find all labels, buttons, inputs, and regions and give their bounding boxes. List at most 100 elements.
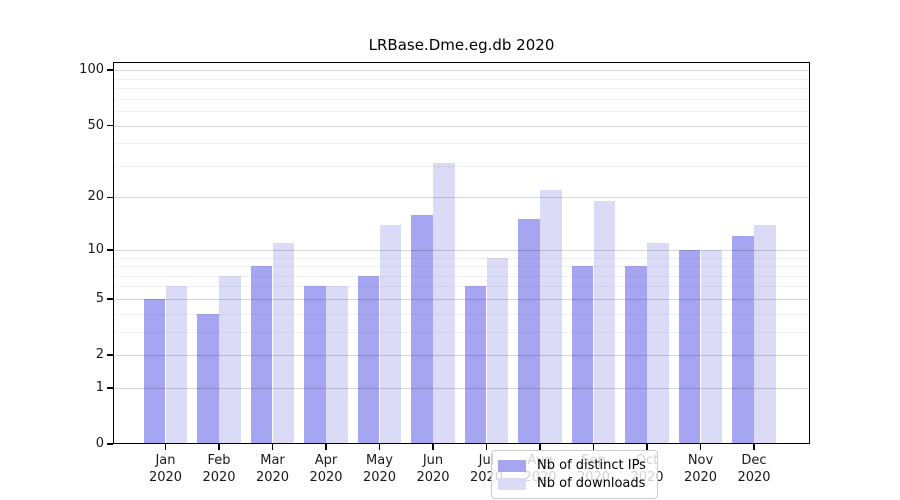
- minor-gridline-9: [113, 257, 810, 259]
- x-tick-dec: [753, 444, 755, 450]
- legend-swatch-distinct-ips: [498, 459, 526, 472]
- x-label-may: May 2020: [353, 452, 407, 486]
- legend-swatch-downloads: [498, 477, 526, 490]
- y-tick-50: [106, 124, 113, 127]
- minor-gridline-8: [113, 266, 810, 267]
- x-label-year: 2020: [683, 470, 718, 485]
- y-tick-2: [106, 354, 113, 356]
- major-gridline-100: [113, 70, 810, 72]
- y-tick-label-0: 0: [95, 436, 104, 451]
- minor-gridline-80: [113, 88, 810, 90]
- y-tick-1: [106, 387, 113, 389]
- x-label-month: Feb: [207, 453, 231, 468]
- x-tick-mar: [271, 444, 274, 450]
- legend-label-downloads: Nb of downloads: [537, 476, 646, 491]
- x-label-year: 2020: [416, 470, 450, 485]
- minor-gridline-3: [113, 331, 810, 333]
- minor-gridline-4: [113, 313, 810, 315]
- x-tick-jul: [485, 444, 488, 450]
- x-label-month: Jan: [155, 453, 176, 468]
- x-tick-apr: [325, 444, 327, 450]
- x-label-jun: Jun 2020: [406, 452, 460, 486]
- y-tick-20: [106, 196, 113, 199]
- y-tick-5: [106, 298, 113, 300]
- y-tick-label-1: 1: [95, 379, 104, 395]
- major-gridline-2: [113, 355, 810, 356]
- bar-distinct-ips-dec: [732, 236, 754, 444]
- legend-label-distinct-ips: Nb of distinct IPs: [537, 458, 646, 473]
- x-label-feb: Feb 2020: [192, 452, 246, 486]
- x-label-year: 2020: [202, 470, 236, 485]
- bar-distinct-ips-jan: [143, 298, 166, 444]
- bar-distinct-ips-jun: [411, 214, 433, 444]
- y-tick-0: [106, 443, 113, 445]
- minor-gridline-90: [113, 78, 810, 80]
- major-gridline-5: [113, 298, 810, 300]
- bar-distinct-ips-nov: [678, 249, 701, 444]
- bar-downloads-sep: [593, 201, 616, 444]
- x-label-month: Nov: [687, 453, 714, 468]
- y-tick-label-10: 10: [87, 241, 104, 257]
- minor-gridline-6: [113, 286, 810, 288]
- x-label-month: Mar: [260, 453, 285, 468]
- major-gridline-10: [113, 249, 810, 251]
- bar-downloads-aug: [540, 190, 562, 444]
- minor-gridline-40: [113, 143, 810, 145]
- x-label-year: 2020: [309, 470, 343, 485]
- minor-gridline-60: [113, 111, 810, 112]
- x-label-jan: Jan 2020: [139, 452, 193, 486]
- legend-item-distinct-ips: Nb of distinct IPs: [498, 458, 651, 473]
- legend: Nb of distinct IPs Nb of downloads: [491, 450, 658, 499]
- bar-distinct-ips-feb: [197, 313, 219, 444]
- x-tick-jan: [164, 444, 167, 450]
- major-gridline-50: [113, 125, 810, 127]
- bar-downloads-oct: [647, 242, 669, 444]
- y-tick-100: [106, 69, 113, 71]
- legend-item-downloads: Nb of downloads: [498, 476, 651, 491]
- x-tick-oct: [646, 444, 648, 450]
- bar-downloads-jun: [433, 163, 455, 444]
- bar-downloads-feb: [219, 275, 241, 444]
- plot-area: Nb of distinct IPs Nb of downloads: [113, 62, 810, 499]
- bar-distinct-ips-aug: [518, 219, 540, 444]
- bar-downloads-jan: [165, 286, 188, 444]
- bar-downloads-may: [379, 224, 402, 444]
- minor-gridline-70: [113, 98, 810, 100]
- x-label-dec: Dec 2020: [727, 452, 781, 486]
- x-tick-feb: [218, 444, 220, 450]
- x-tick-nov: [699, 444, 702, 450]
- x-label-mar: Mar 2020: [246, 452, 300, 486]
- x-tick-sep: [592, 444, 595, 450]
- x-label-nov: Nov 2020: [674, 452, 728, 486]
- y-tick-label-2: 2: [95, 347, 104, 362]
- x-label-year: 2020: [362, 470, 397, 485]
- bar-distinct-ips-oct: [625, 266, 647, 444]
- major-gridline-20: [113, 197, 810, 199]
- x-tick-jun: [432, 444, 434, 450]
- x-label-month: Jul: [478, 453, 495, 468]
- x-label-month: Dec: [741, 453, 767, 468]
- x-tick-may: [378, 444, 381, 450]
- x-label-year: 2020: [737, 470, 771, 485]
- bar-downloads-jul: [486, 257, 509, 444]
- x-tick-aug: [539, 444, 541, 450]
- minor-gridline-7: [113, 275, 810, 277]
- x-label-year: 2020: [148, 470, 183, 485]
- y-tick-10: [106, 249, 113, 251]
- bar-downloads-dec: [754, 224, 776, 444]
- bar-distinct-ips-sep: [571, 266, 594, 444]
- minor-gridline-30: [113, 165, 810, 167]
- bar-distinct-ips-mar: [250, 266, 273, 444]
- chart-title: LRBase.Dme.eg.db 2020: [368, 36, 555, 54]
- x-label-apr: Apr 2020: [299, 452, 353, 486]
- bar-distinct-ips-jul: [464, 286, 487, 444]
- bar-distinct-ips-apr: [304, 286, 326, 444]
- x-label-month: Apr: [314, 453, 338, 468]
- bar-downloads-apr: [326, 286, 348, 444]
- x-label-year: 2020: [255, 470, 290, 485]
- bar-downloads-mar: [272, 242, 295, 444]
- y-tick-label-100: 100: [79, 62, 104, 78]
- bar-downloads-nov: [700, 249, 723, 444]
- major-gridline-1: [113, 387, 810, 389]
